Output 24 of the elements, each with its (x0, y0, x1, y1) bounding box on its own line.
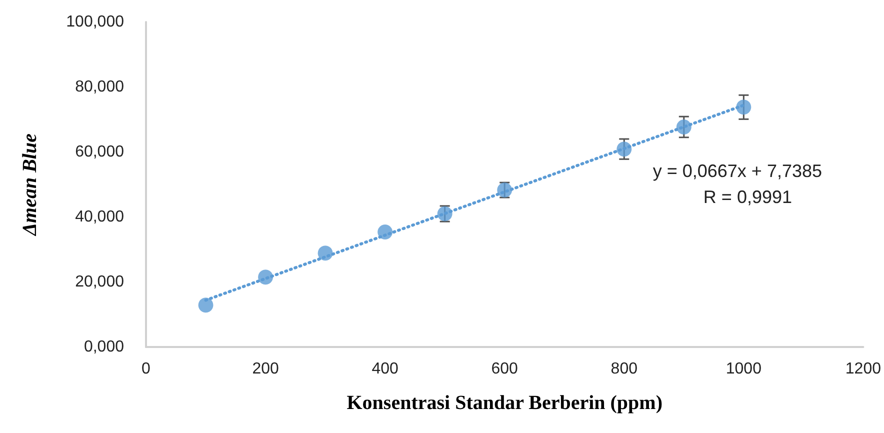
point (318, 246, 333, 261)
y-axis-title: Δmean Blue (19, 133, 41, 236)
x-tick-label: 1000 (726, 360, 762, 378)
y-tick-label: 80,000 (75, 78, 124, 96)
y-tick-label: 60,000 (75, 144, 124, 160)
point (198, 298, 214, 313)
x-tick-label: 400 (372, 360, 399, 378)
x-tick-label: 200 (252, 360, 279, 378)
annotation: R = 0,9991 (703, 187, 792, 207)
x-axis-title: Konsentrasi Standar Berberin (ppm) (346, 392, 662, 414)
y-tick-label: 40,000 (75, 208, 124, 226)
y-tick-label: 100,000 (66, 14, 124, 30)
point (736, 100, 752, 115)
x-tick-label: 600 (491, 360, 518, 378)
point (676, 119, 692, 134)
point (378, 224, 393, 240)
point (616, 142, 632, 157)
x-tick-label: 1200 (845, 360, 882, 378)
x-tick-label: 0 (142, 360, 151, 378)
annotation: y = 0,0667x + 7,7385 (652, 161, 822, 181)
y-tick-label: 20,000 (75, 274, 124, 290)
y-tick-label: 0,000 (84, 338, 124, 356)
x-tick-label: 800 (610, 360, 638, 378)
point (258, 270, 274, 285)
